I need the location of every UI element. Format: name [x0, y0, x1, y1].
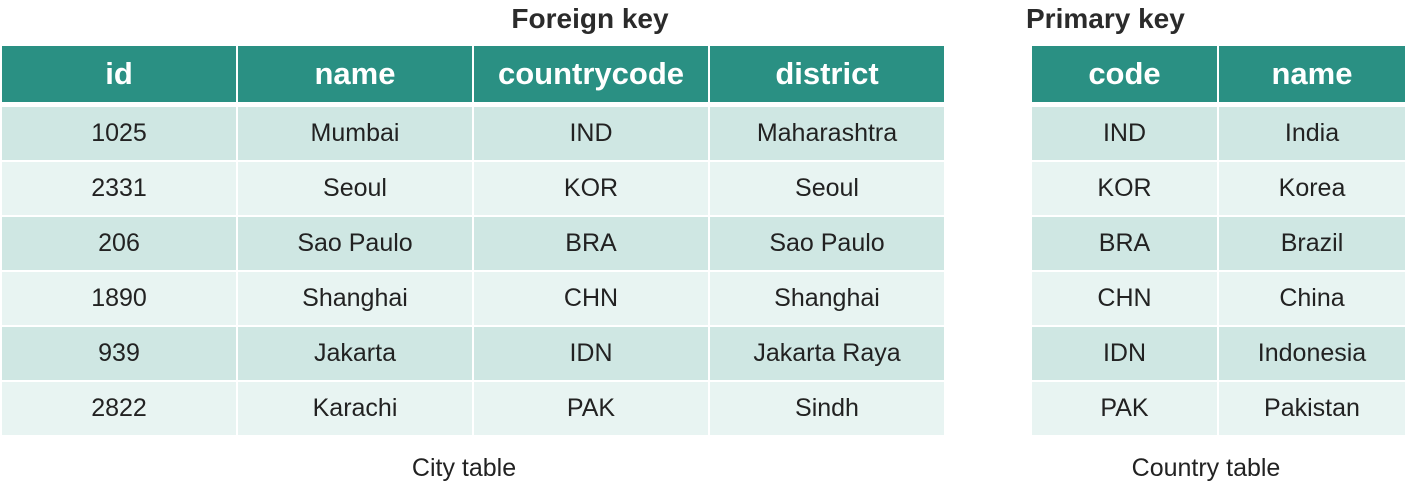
table-row: 939 Jakarta IDN Jakarta Raya — [0, 325, 946, 382]
table-cell: 2331 — [0, 160, 238, 217]
table-cell: Brazil — [1217, 215, 1407, 272]
city-header-countrycode: countrycode — [472, 44, 710, 106]
table-cell: PAK — [1030, 380, 1219, 437]
table-cell: Indonesia — [1217, 325, 1407, 382]
foreign-key-label: Foreign key — [511, 3, 669, 34]
table-row: CHN China — [1030, 270, 1407, 327]
primary-key-label: Primary key — [1026, 3, 1185, 34]
table-cell: Seoul — [708, 160, 946, 217]
table-cell: Jakarta — [236, 325, 474, 382]
table-cell: China — [1217, 270, 1407, 327]
table-cell: Jakarta Raya — [708, 325, 946, 382]
table-cell: BRA — [472, 215, 710, 272]
table-cell: Seoul — [236, 160, 474, 217]
table-cell: 2822 — [0, 380, 238, 437]
table-cell: Sao Paulo — [708, 215, 946, 272]
country-header-code: code — [1030, 44, 1219, 106]
country-table-header-row: code name — [1030, 44, 1407, 106]
table-row: 1890 Shanghai CHN Shanghai — [0, 270, 946, 327]
table-cell: Shanghai — [708, 270, 946, 327]
table-row: 2331 Seoul KOR Seoul — [0, 160, 946, 217]
table-cell: PAK — [472, 380, 710, 437]
table-cell: IND — [1030, 103, 1219, 162]
table-row: PAK Pakistan — [1030, 380, 1407, 437]
city-table-caption: City table — [411, 454, 517, 482]
table-cell: CHN — [1030, 270, 1219, 327]
table-cell: 939 — [0, 325, 238, 382]
table-cell: Sao Paulo — [236, 215, 474, 272]
table-row: 206 Sao Paulo BRA Sao Paulo — [0, 215, 946, 272]
table-cell: Maharashtra — [708, 103, 946, 162]
table-row: BRA Brazil — [1030, 215, 1407, 272]
table-cell: IND — [472, 103, 710, 162]
table-cell: 1890 — [0, 270, 238, 327]
table-cell: Sindh — [708, 380, 946, 437]
table-cell: CHN — [472, 270, 710, 327]
table-row: IDN Indonesia — [1030, 325, 1407, 382]
table-cell: Karachi — [236, 380, 474, 437]
country-table: code name IND India KOR Korea BRA Brazil… — [1030, 44, 1407, 437]
city-header-name: name — [236, 44, 474, 106]
table-cell: 1025 — [0, 103, 238, 162]
city-header-district: district — [708, 44, 946, 106]
table-row: 1025 Mumbai IND Maharashtra — [0, 103, 946, 162]
country-table-caption: Country table — [1131, 454, 1281, 482]
city-table-header-row: id name countrycode district — [0, 44, 946, 106]
table-cell: 206 — [0, 215, 238, 272]
table-cell: Pakistan — [1217, 380, 1407, 437]
table-cell: Mumbai — [236, 103, 474, 162]
table-cell: IDN — [1030, 325, 1219, 382]
table-cell: India — [1217, 103, 1407, 162]
city-table: id name countrycode district 1025 Mumbai… — [0, 44, 946, 437]
table-cell: BRA — [1030, 215, 1219, 272]
country-header-name: name — [1217, 44, 1407, 106]
table-cell: Korea — [1217, 160, 1407, 217]
table-cell: Shanghai — [236, 270, 474, 327]
table-cell: KOR — [1030, 160, 1219, 217]
table-row: IND India — [1030, 103, 1407, 162]
table-row: KOR Korea — [1030, 160, 1407, 217]
table-row: 2822 Karachi PAK Sindh — [0, 380, 946, 437]
city-header-id: id — [0, 44, 238, 106]
table-cell: IDN — [472, 325, 710, 382]
table-cell: KOR — [472, 160, 710, 217]
